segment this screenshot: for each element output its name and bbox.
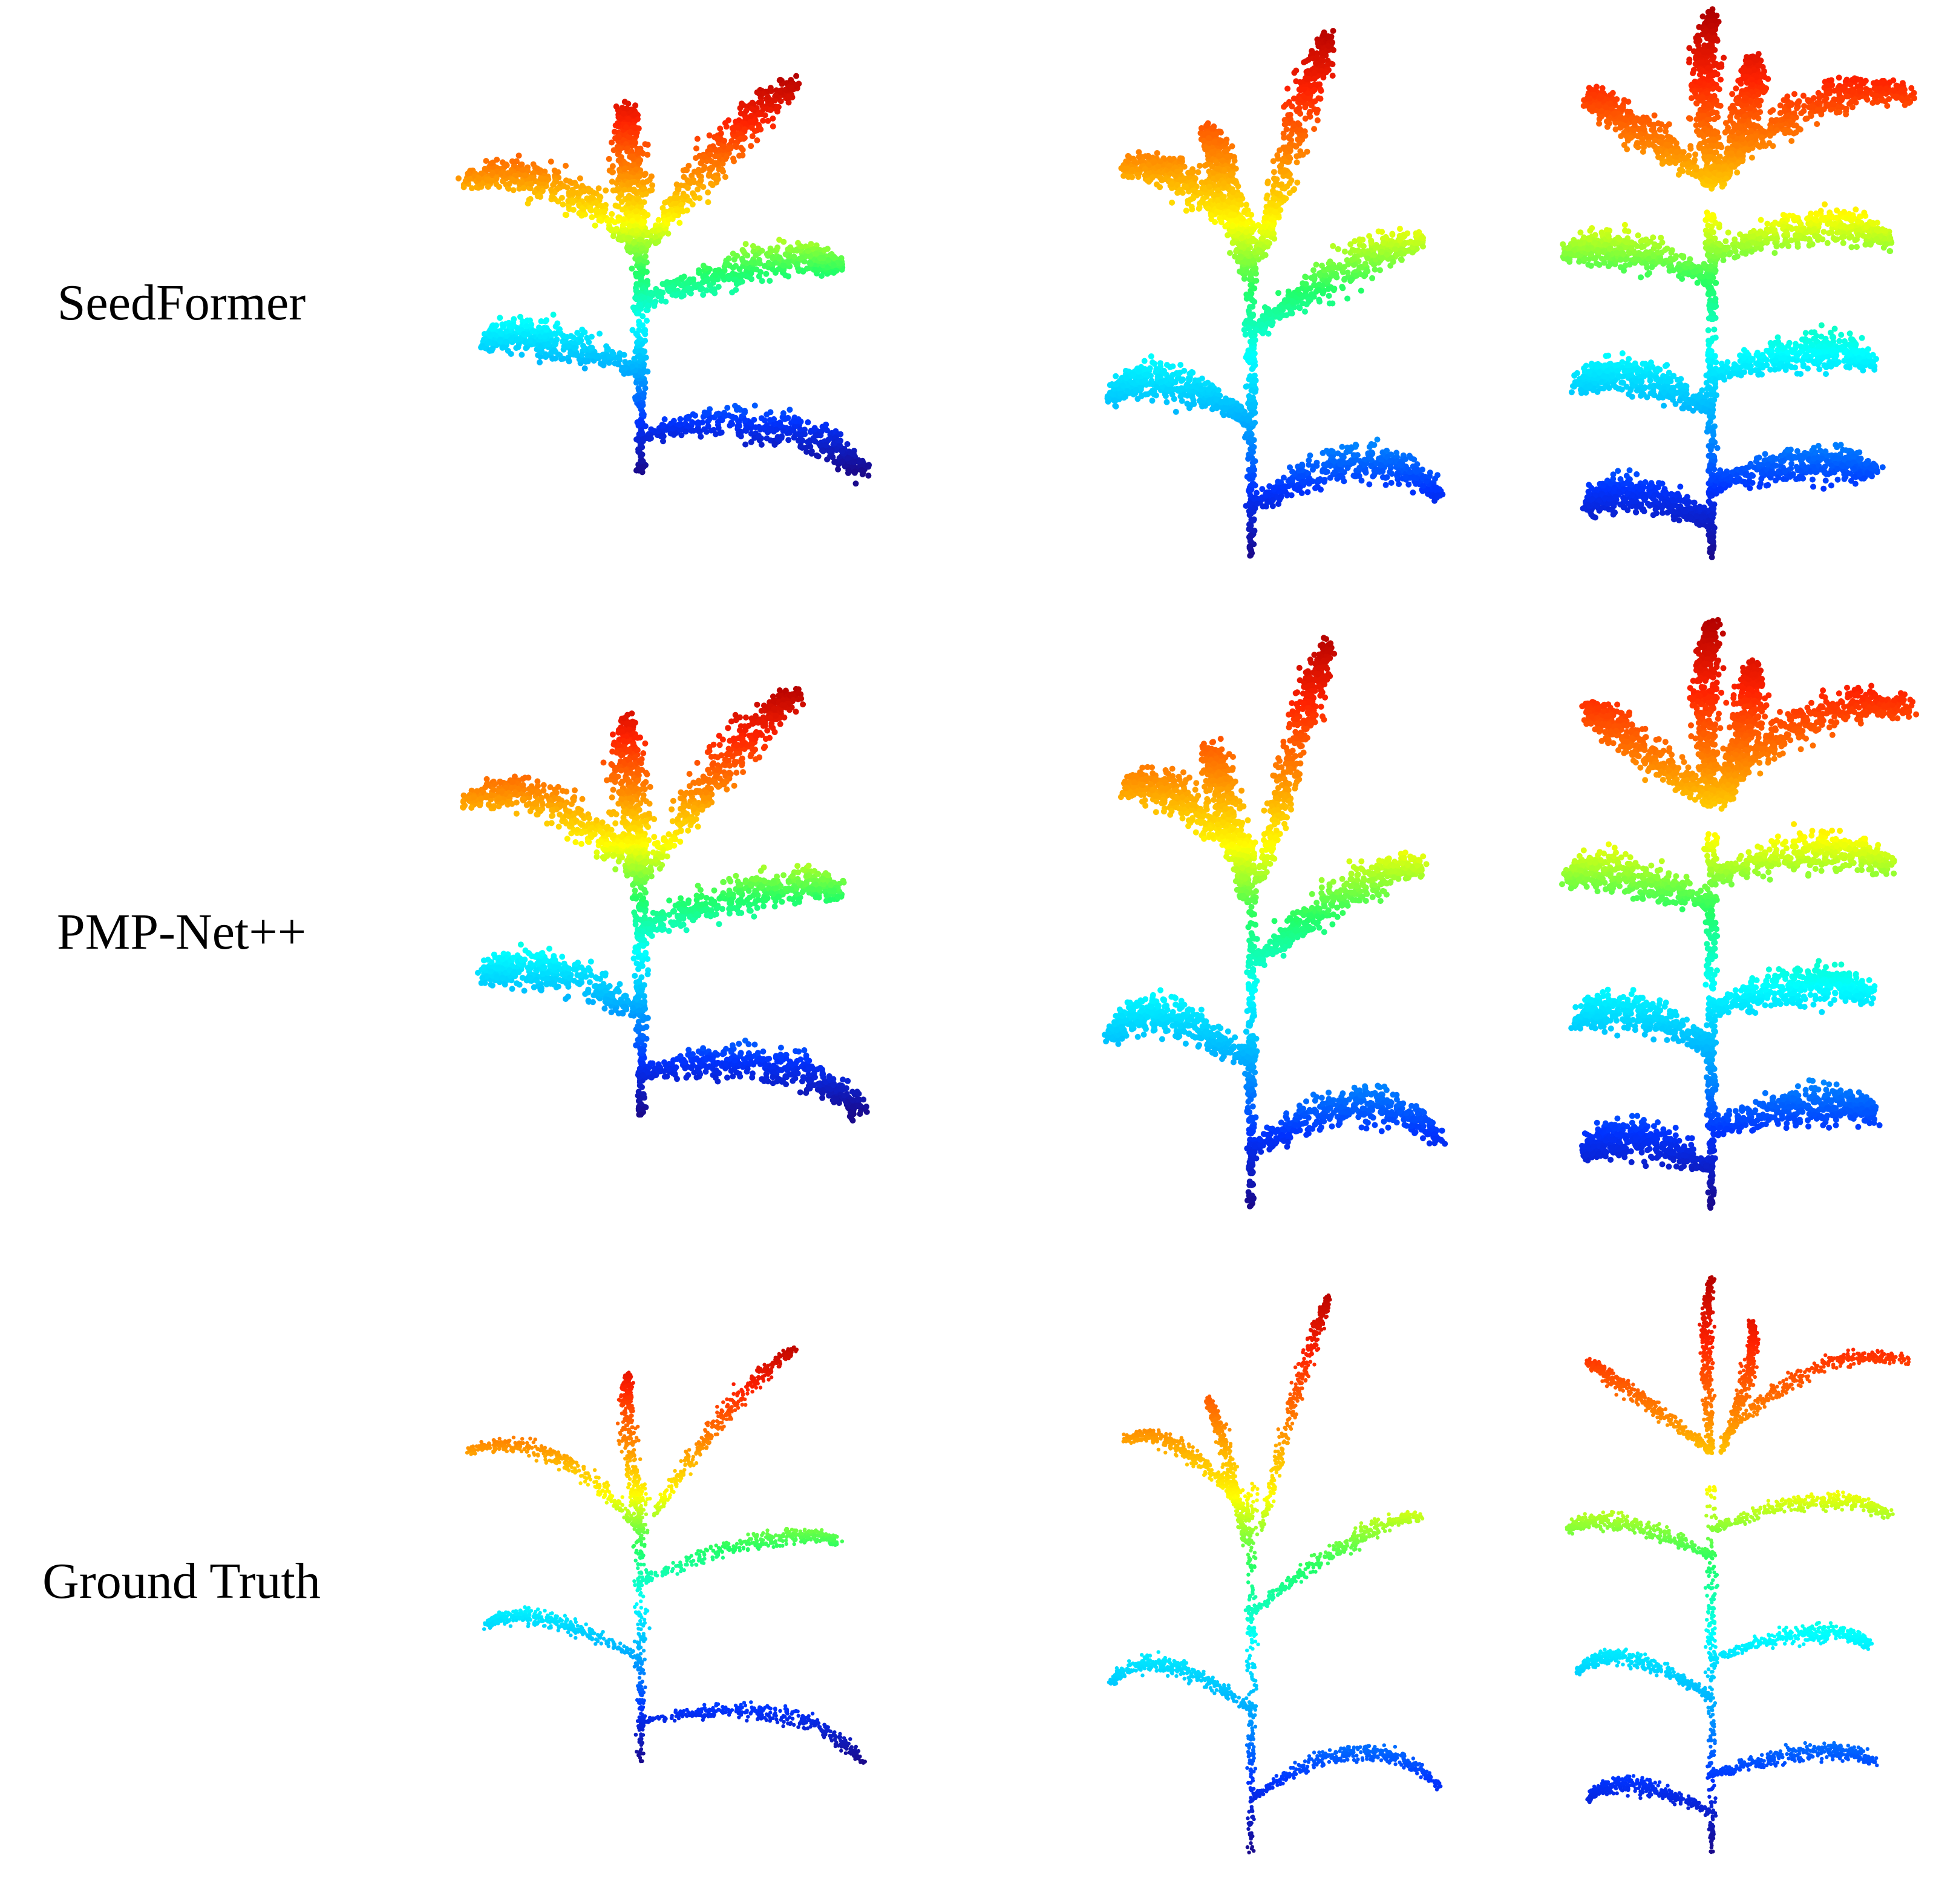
row-label-seedformer: SeedFormer	[0, 0, 363, 605]
point-cloud	[1107, 1293, 1443, 1854]
points-group	[1102, 635, 1448, 1209]
points-group	[465, 1345, 867, 1765]
plant-ground-truth-1	[363, 1258, 980, 1904]
point-cloud	[1104, 28, 1446, 559]
points-group	[460, 685, 870, 1124]
plant-seedformer-3	[1464, 0, 1959, 605]
plant-seedformer-1	[363, 0, 980, 605]
row-label-pmpnet: PMP-Net++	[0, 605, 363, 1258]
point-cloud	[1102, 635, 1448, 1209]
plant-pmpnet-2	[980, 605, 1464, 1258]
plant-ground-truth-3	[1464, 1258, 1959, 1904]
plant-seedformer-2	[980, 0, 1464, 605]
points-group	[1560, 6, 1917, 561]
plant-ground-truth-2	[980, 1258, 1464, 1904]
plant-pmpnet-3	[1464, 605, 1959, 1258]
point-cloud	[1560, 6, 1917, 561]
point-cloud	[465, 1345, 867, 1765]
point-cloud	[1559, 617, 1920, 1211]
points-group	[1565, 1275, 1911, 1854]
points-group	[455, 73, 872, 487]
plant-pmpnet-1	[363, 605, 980, 1258]
points-group	[1104, 28, 1446, 559]
points-group	[1107, 1293, 1443, 1854]
points-group	[1559, 617, 1920, 1211]
row-label-ground-truth: Ground Truth	[0, 1258, 363, 1904]
point-cloud	[1565, 1275, 1911, 1854]
point-cloud	[460, 685, 870, 1124]
point-cloud	[455, 73, 872, 487]
